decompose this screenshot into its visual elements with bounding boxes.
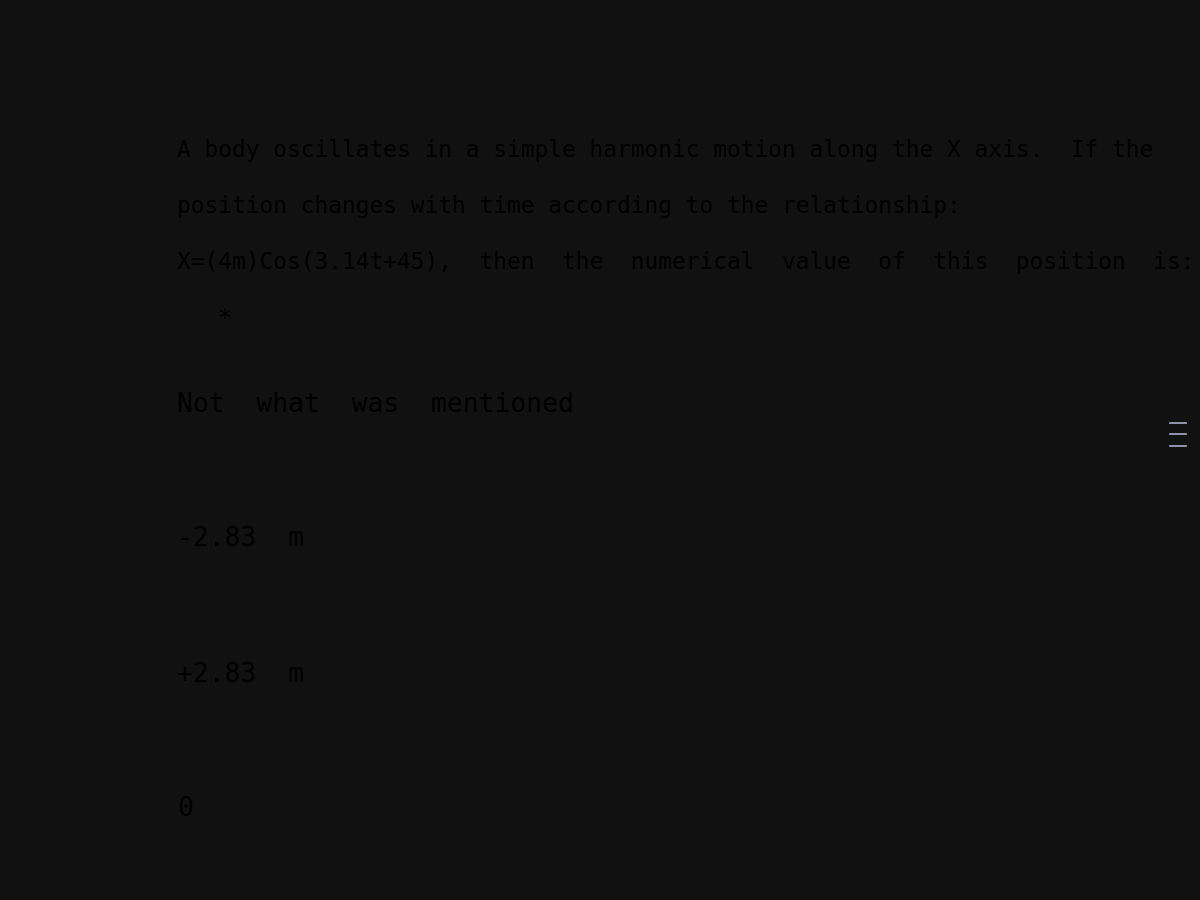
Text: position changes with time according to the relationship:: position changes with time according to … (178, 195, 961, 219)
Text: A body oscillates in a simple harmonic motion along the X axis.  If the: A body oscillates in a simple harmonic m… (178, 140, 1153, 163)
Text: X=(4m)Cos(3.14t+45),  then  the  numerical  value  of  this  position  is:: X=(4m)Cos(3.14t+45), then the numerical … (178, 251, 1195, 274)
Text: Not  what  was  mentioned: Not what was mentioned (178, 392, 574, 418)
Text: 0: 0 (178, 796, 193, 823)
Text: *: * (178, 307, 233, 330)
Text: -2.83  m: -2.83 m (178, 526, 305, 553)
Text: +2.83  m: +2.83 m (178, 662, 305, 688)
